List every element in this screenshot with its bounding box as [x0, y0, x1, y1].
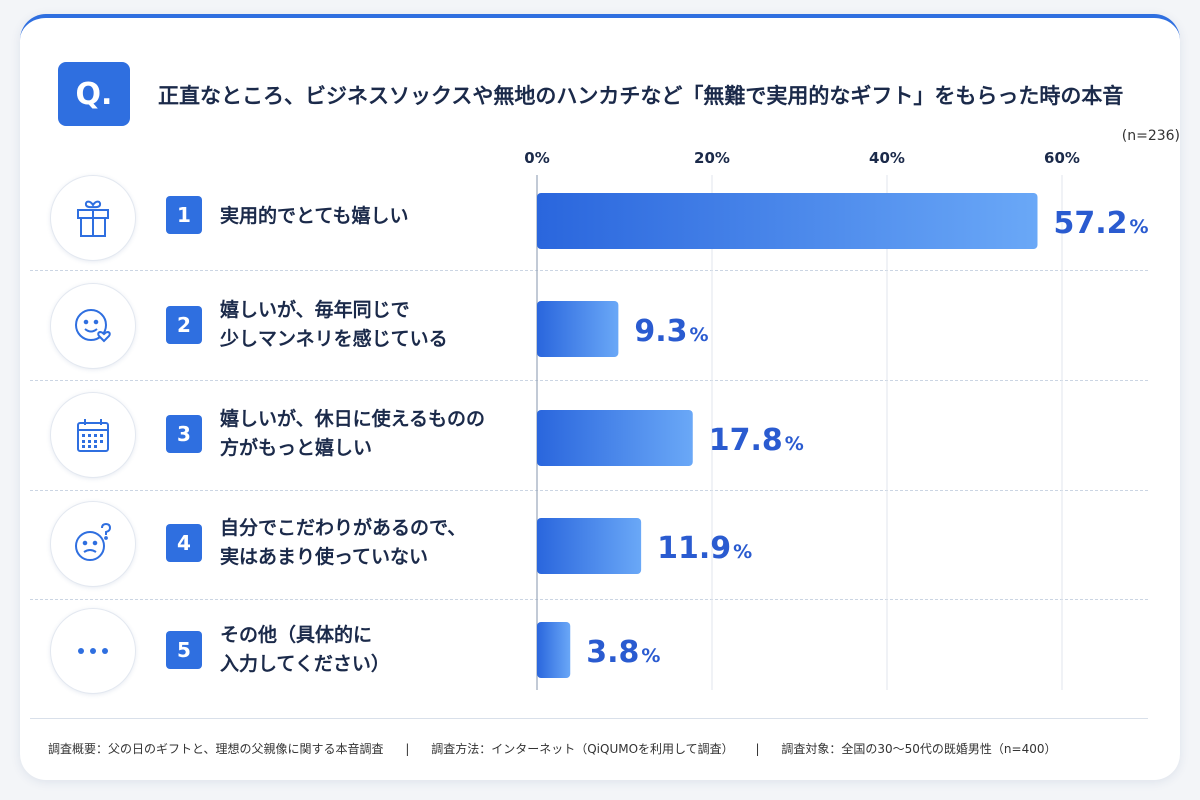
smile-heart-icon [50, 283, 136, 369]
survey-method: 調査方法：インターネット（QiQUMOを利用して調査） [431, 742, 734, 756]
ellipsis-icon [50, 608, 136, 694]
category-label-5-line2: 入力してください） [220, 653, 390, 675]
bar-5 [537, 622, 571, 678]
footer-separator: | [755, 742, 760, 756]
x-tick-label: 20% [694, 149, 730, 167]
category-label-3-line2: 方がもっと嬉しい [220, 437, 373, 459]
survey-card: Q. 正直なところ、ビジネスソックスや無地のハンカチなど「無難で実用的なギフト」… [20, 14, 1180, 780]
value-label-5: 3.8% [586, 635, 660, 670]
category-label-2: 嬉しいが、毎年同じで 少しマンネリを感じている [220, 296, 520, 354]
gift-icon [50, 175, 136, 261]
category-label-5: その他（具体的に 入力してください） [220, 621, 520, 679]
bar-1 [537, 193, 1038, 249]
confused-face-icon [50, 501, 136, 587]
survey-overview: 調査概要：父の日のギフトと、理想の父親像に関する本音調査 [48, 742, 384, 756]
row-divider [30, 599, 1148, 600]
value-label-3: 17.8% [709, 423, 804, 458]
category-label-2-line2: 少しマンネリを感じている [220, 328, 448, 350]
category-label-1-line1: 実用的でとても嬉しい [220, 205, 409, 227]
footer-divider [30, 718, 1148, 719]
category-label-4-line1: 自分でこだわりがあるので、 [220, 517, 467, 539]
rank-badge-1: 1 [166, 196, 202, 234]
x-tick-label: 60% [1044, 149, 1080, 167]
sample-size: (n=236) [1121, 128, 1180, 144]
value-label-4: 11.9% [657, 531, 752, 566]
survey-target: 調査対象：全国の30～50代の既婚男性（n=400） [781, 742, 1057, 756]
category-label-3-line1: 嬉しいが、休日に使えるものの [220, 408, 486, 430]
row-divider [30, 380, 1148, 381]
x-tick-label: 0% [524, 149, 549, 167]
category-label-1: 実用的でとても嬉しい [220, 202, 520, 231]
row-divider [30, 270, 1148, 271]
bar-2 [537, 301, 619, 357]
category-label-3: 嬉しいが、休日に使えるものの 方がもっと嬉しい [220, 405, 520, 463]
calendar-icon [50, 392, 136, 478]
category-label-2-line1: 嬉しいが、毎年同じで [220, 299, 410, 321]
value-label-2: 9.3% [634, 314, 708, 349]
survey-footer: 調査概要：父の日のギフトと、理想の父親像に関する本音調査 | 調査方法：インター… [48, 740, 1158, 757]
x-tick-label: 40% [869, 149, 905, 167]
bar-4 [537, 518, 642, 574]
category-label-4: 自分でこだわりがあるので、 実はあまり使っていない [220, 514, 520, 572]
value-label-1: 57.2% [1054, 206, 1149, 241]
rank-badge-5: 5 [166, 631, 202, 669]
bar-3 [537, 410, 693, 466]
category-label-5-line1: その他（具体的に [220, 624, 373, 646]
question-badge: Q. [58, 62, 130, 126]
question-title: 正直なところ、ビジネスソックスや無地のハンカチなど「無難で実用的なギフト」をもら… [158, 84, 1124, 108]
category-label-4-line2: 実はあまり使っていない [220, 546, 429, 568]
rank-badge-4: 4 [166, 524, 202, 562]
rank-badge-2: 2 [166, 306, 202, 344]
rank-badge-3: 3 [166, 415, 202, 453]
row-divider [30, 490, 1148, 491]
footer-separator: | [405, 742, 410, 756]
